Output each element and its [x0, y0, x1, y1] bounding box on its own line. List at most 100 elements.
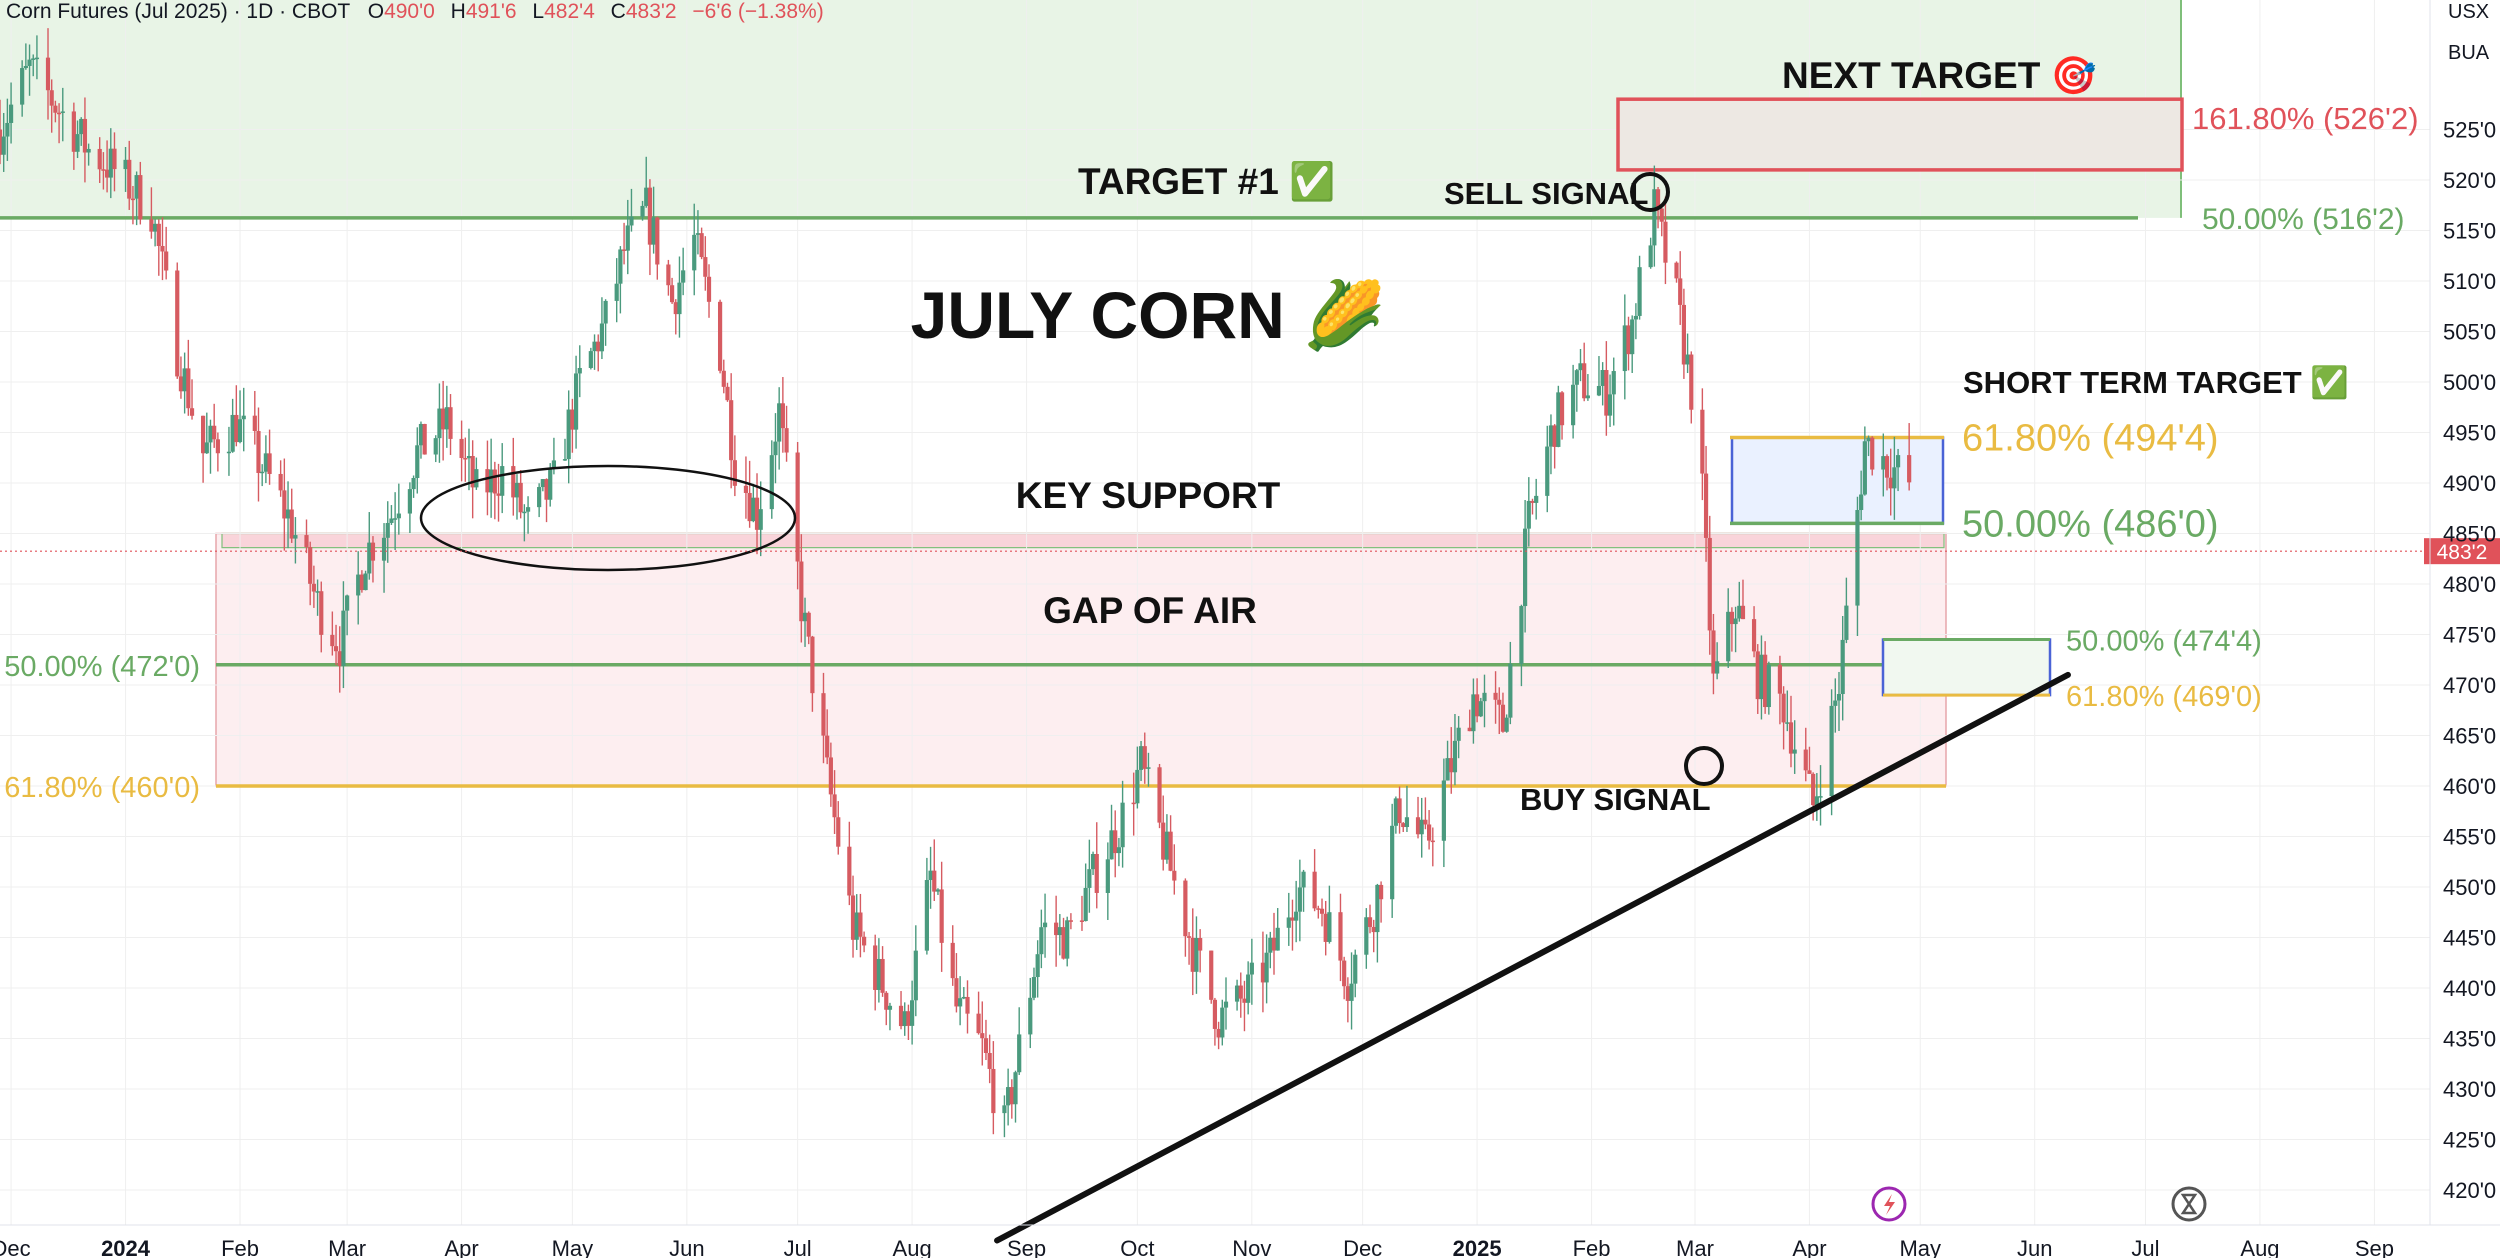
- trendline: [994, 671, 2071, 1244]
- currency-label[interactable]: USX: [2448, 1, 2489, 23]
- candle-up: [341, 581, 346, 689]
- price-tick-label: 475'0: [2443, 623, 2496, 648]
- candle-up: [913, 925, 918, 1017]
- candle-body: [97, 148, 102, 170]
- candle-up: [592, 334, 597, 370]
- candle-up: [1035, 940, 1040, 998]
- candle-body: [459, 438, 464, 459]
- lightning-icon[interactable]: [1871, 1186, 1907, 1222]
- candle-down: [1500, 692, 1506, 733]
- candle-body: [1881, 456, 1886, 470]
- candle-down: [1198, 929, 1203, 973]
- candle-up: [1275, 908, 1280, 951]
- candle-down: [732, 435, 737, 497]
- candle-body: [23, 65, 28, 69]
- candle-body: [1401, 823, 1406, 828]
- candle-down: [1401, 822, 1406, 833]
- candle-body: [1534, 495, 1539, 503]
- candle-down: [1659, 204, 1664, 237]
- candle-down: [1312, 849, 1317, 912]
- candle-body: [182, 368, 187, 392]
- candle-body: [548, 468, 553, 500]
- candle-body: [1090, 853, 1096, 870]
- candle-body: [415, 445, 420, 478]
- price-axis[interactable]: 420'0 425'0 430'0 435'0 440'0 445'0 450'0 455'0…: [2429, 0, 2496, 1225]
- candle-body: [537, 487, 542, 508]
- hourglass-icon[interactable]: [2171, 1186, 2207, 1222]
- candle-down: [1497, 687, 1502, 735]
- candle-body: [260, 471, 265, 474]
- candle-down: [1397, 786, 1402, 834]
- level-label-494: 61.80% (494'4): [1962, 418, 2219, 460]
- candle-body: [370, 542, 376, 561]
- candle-body: [1242, 998, 1247, 1003]
- candle-body: [1508, 663, 1513, 718]
- candle-body: [1596, 385, 1602, 396]
- candle-body: [1397, 798, 1402, 824]
- price-tick-label: 515'0: [2443, 219, 2496, 244]
- candle-up: [208, 419, 213, 474]
- candle-down: [441, 380, 446, 461]
- candle-body: [1604, 370, 1609, 416]
- candle-up: [1002, 1095, 1007, 1138]
- candle-up: [695, 210, 701, 255]
- candle-up: [1353, 949, 1358, 998]
- candle-body: [237, 419, 243, 443]
- time-tick-label: Apr: [444, 1236, 478, 1258]
- candle-up: [1482, 674, 1487, 728]
- candle-body: [1497, 699, 1502, 705]
- candle-body: [1009, 1087, 1014, 1105]
- candle-up: [1737, 581, 1742, 622]
- candle-up: [1600, 362, 1605, 406]
- candle-down: [1183, 878, 1188, 957]
- candle-body: [1079, 920, 1085, 922]
- candle-up: [651, 186, 656, 254]
- candle-down: [149, 187, 154, 239]
- candle-body: [500, 466, 505, 496]
- candle-down: [1707, 515, 1712, 655]
- candle-down: [1807, 746, 1812, 774]
- candle-up: [345, 594, 350, 636]
- candle-body: [551, 460, 557, 469]
- candle-up: [315, 579, 320, 616]
- candle-body: [56, 112, 62, 115]
- candle-up: [1596, 356, 1602, 397]
- candle-body: [1220, 1007, 1225, 1038]
- candle-up: [1759, 635, 1764, 720]
- candle-body: [123, 159, 128, 170]
- price-tick-label: 450'0: [2443, 875, 2496, 900]
- candle-up: [1766, 661, 1771, 715]
- candle-up: [1829, 689, 1834, 816]
- candle-body: [677, 282, 682, 315]
- candle-down: [1212, 997, 1218, 1046]
- candle-body: [1172, 870, 1177, 881]
- candle-up: [758, 481, 763, 557]
- unit-label[interactable]: BUA: [2448, 42, 2490, 64]
- time-axis[interactable]: Dec 2024 Feb Mar Apr May Jun Jul Aug Sep Oct Nov Dec…: [0, 1224, 2500, 1258]
- candle-body: [644, 187, 649, 206]
- candle-body: [389, 518, 394, 523]
- candle-body: [381, 537, 387, 561]
- candle-body: [1659, 208, 1664, 222]
- candle-down: [1681, 288, 1686, 379]
- time-tick-label: Jun: [669, 1236, 704, 1258]
- price-tick-label: 430'0: [2443, 1077, 2496, 1102]
- candle-body: [1526, 500, 1531, 529]
- candle-down: [1172, 844, 1177, 895]
- candle-up: [363, 570, 368, 591]
- time-tick-label: Jul: [2131, 1236, 2159, 1258]
- candle-body: [104, 169, 110, 178]
- candle-body: [1674, 262, 1679, 279]
- header-close-value: 483'2: [626, 0, 677, 23]
- candle-body: [31, 58, 36, 60]
- candle-body: [496, 493, 501, 496]
- candle-body: [1777, 664, 1783, 694]
- candle-body: [1223, 1001, 1229, 1008]
- candle-down: [725, 382, 730, 402]
- candle-body: [577, 367, 582, 374]
- candle-body: [341, 610, 346, 667]
- candle-body: [1294, 911, 1299, 921]
- candle-body: [1234, 985, 1240, 1002]
- candle-up: [577, 345, 582, 398]
